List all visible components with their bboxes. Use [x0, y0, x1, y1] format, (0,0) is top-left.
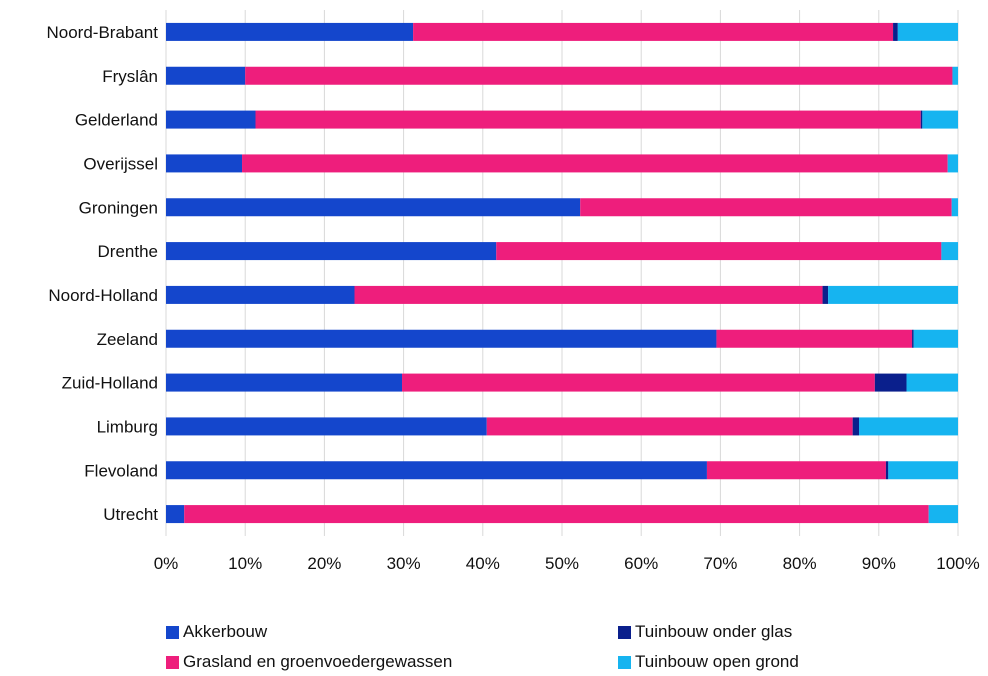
bar-segment — [822, 285, 829, 304]
gridlines — [165, 10, 959, 536]
bar-segment — [486, 417, 853, 436]
x-tick-label: 40% — [466, 554, 500, 573]
category-label: Flevoland — [84, 461, 158, 480]
bar-segment — [828, 285, 958, 304]
x-tick-label: 0% — [154, 554, 179, 573]
category-label: Utrecht — [103, 505, 158, 524]
bar-segment — [166, 154, 243, 173]
bar-segment — [951, 198, 958, 217]
bar-segment — [897, 22, 958, 41]
bar-segment — [184, 505, 929, 524]
category-label: Gelderland — [75, 111, 158, 130]
bar-segment — [716, 329, 913, 348]
bar-segment — [242, 154, 948, 173]
category-label: Noord-Holland — [48, 286, 158, 305]
bar-segment — [166, 505, 185, 524]
bar-segment — [952, 66, 958, 85]
x-tick-label: 90% — [862, 554, 896, 573]
x-tick-label: 10% — [228, 554, 262, 573]
x-tick-label: 20% — [307, 554, 341, 573]
x-tick-label: 80% — [783, 554, 817, 573]
category-label: Drenthe — [98, 242, 158, 261]
category-labels: Noord-Brabant Fryslân Gelderland Overijssel… — [46, 23, 158, 524]
bar-segment — [885, 461, 889, 480]
bar-segment — [893, 22, 898, 41]
bar-segment — [706, 461, 886, 480]
bar-segment — [941, 242, 958, 261]
x-tick-label: 100% — [936, 554, 979, 573]
bar-segment — [354, 285, 823, 304]
bar-segment — [166, 22, 414, 41]
bar-segment — [166, 285, 355, 304]
x-tick-label: 30% — [387, 554, 421, 573]
bar-segment — [496, 242, 942, 261]
x-tick-labels: 0% 10% 20% 30% 40% 50% 60% 70% 80% 90% 100% — [154, 554, 980, 573]
bar-segment — [888, 461, 958, 480]
bar-segment — [166, 373, 403, 392]
bar-segment — [920, 110, 923, 129]
x-tick-label: 70% — [703, 554, 737, 573]
category-label: Limburg — [97, 417, 158, 436]
bar-segment — [245, 66, 953, 85]
category-label: Fryslân — [102, 67, 158, 86]
x-tick-label: 60% — [624, 554, 658, 573]
category-label: Zuid-Holland — [62, 374, 158, 393]
bar-segment — [166, 461, 707, 480]
bar-segment — [413, 22, 894, 41]
category-label: Zeeland — [97, 330, 158, 349]
bar-segment — [166, 66, 246, 85]
bar-segment — [912, 329, 914, 348]
bar-segment — [166, 417, 487, 436]
bar-segment — [852, 417, 859, 436]
category-label: Overijssel — [83, 154, 158, 173]
bar-segment — [913, 329, 958, 348]
category-label: Groningen — [79, 198, 158, 217]
bar-segment — [928, 505, 958, 524]
bar-segment — [166, 329, 717, 348]
bar-segment — [166, 110, 256, 129]
bar-segment — [922, 110, 958, 129]
category-label: Noord-Brabant — [46, 23, 158, 42]
bar-segment — [166, 242, 497, 261]
bar-segment — [255, 110, 921, 129]
bars — [166, 22, 958, 524]
x-tick-label: 50% — [545, 554, 579, 573]
bar-segment — [580, 198, 952, 217]
bar-segment — [166, 198, 581, 217]
bar-segment — [947, 154, 958, 173]
bar-segment — [874, 373, 907, 392]
bar-segment — [402, 373, 875, 392]
bar-segment — [859, 417, 958, 436]
bar-segment — [906, 373, 958, 392]
